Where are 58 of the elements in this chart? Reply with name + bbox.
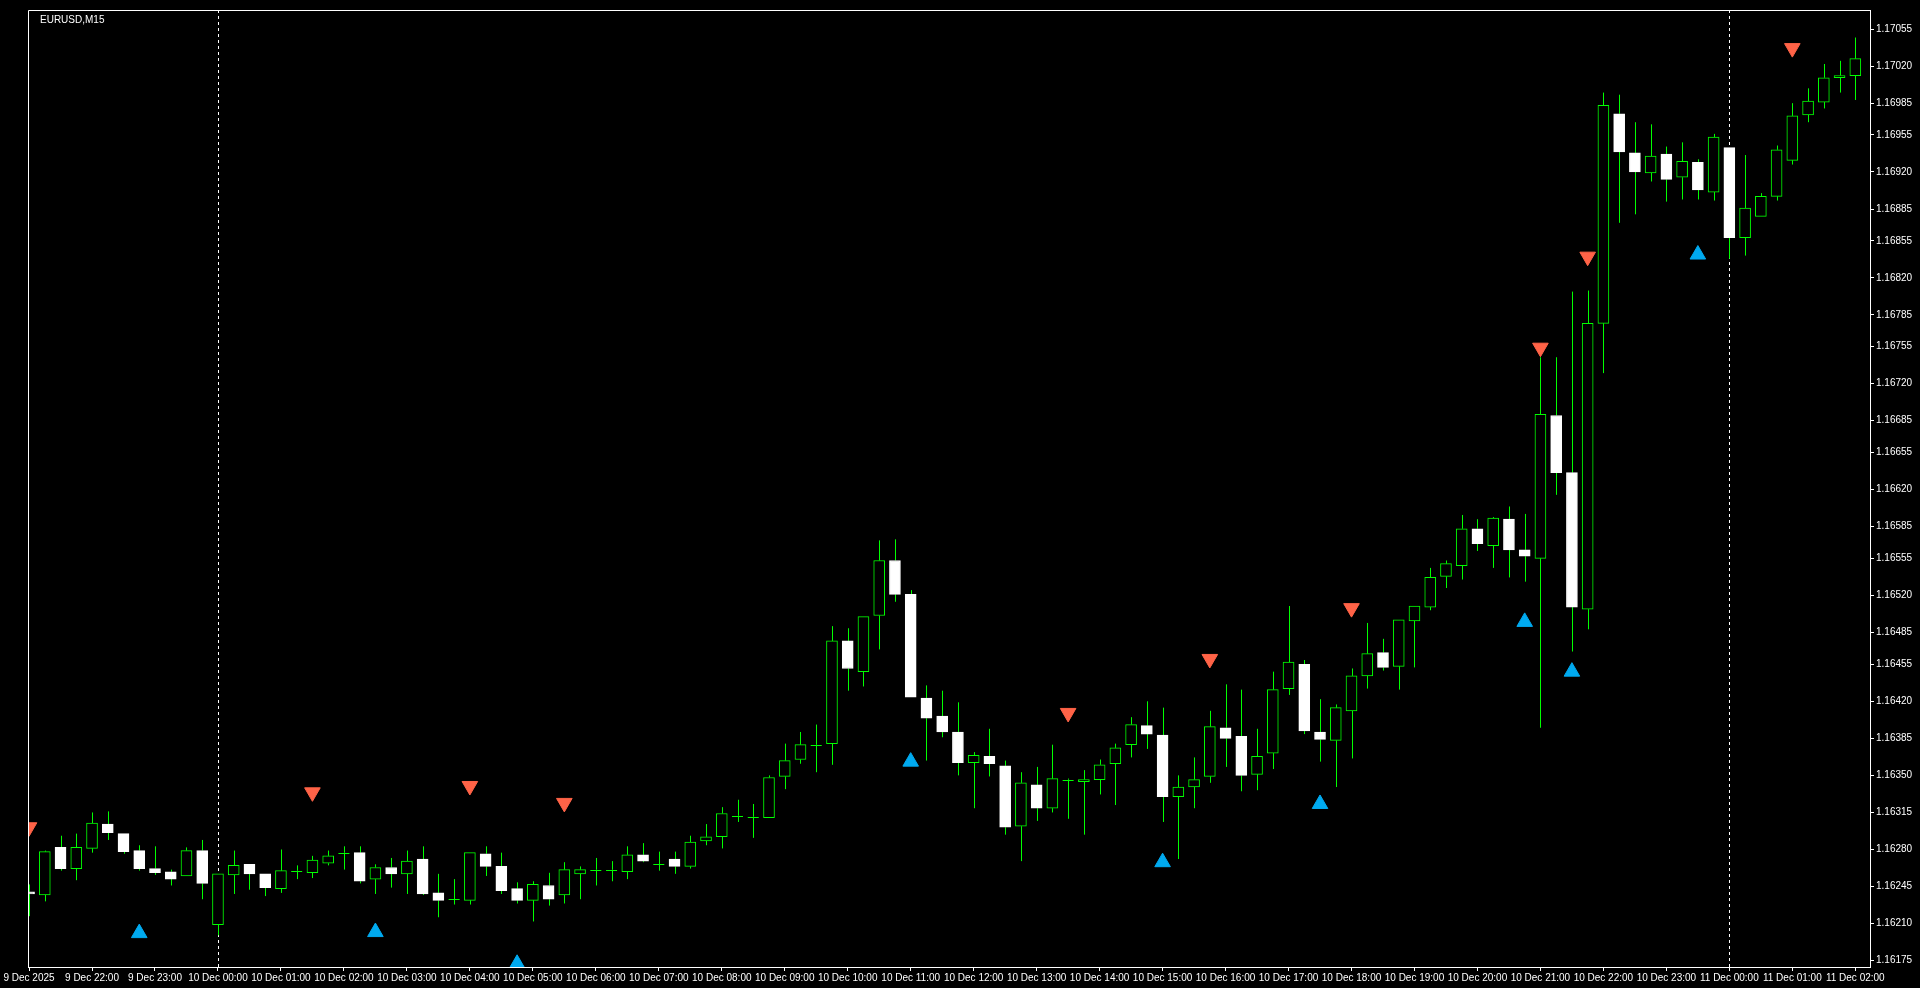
x-tick-label: 10 Dec 09:00 [754,971,815,983]
y-tick-label: 1.16855 [1876,234,1913,246]
x-tick-label: 10 Dec 02:00 [314,971,375,983]
y-tick-label: 1.16555 [1876,552,1913,564]
x-tick-label: 10 Dec 16:00 [1195,971,1256,983]
x-tick-label: 11 Dec 00:00 [1699,971,1760,983]
y-tick-label: 1.16315 [1876,806,1913,818]
y-tick-label: 1.16245 [1876,880,1913,892]
x-tick-label: 10 Dec 15:00 [1132,971,1193,983]
x-tick-label: 10 Dec 04:00 [440,971,501,983]
x-tick-label: 10 Dec 12:00 [943,971,1004,983]
x-tick-label: 10 Dec 01:00 [251,971,312,983]
x-tick-label: 10 Dec 08:00 [692,971,752,983]
x-tick-label: 10 Dec 07:00 [629,971,689,983]
x-tick-label: 10 Dec 22:00 [1573,971,1634,983]
x-tick-label: 10 Dec 18:00 [1321,971,1382,983]
x-tick-label: 10 Dec 03:00 [377,971,438,983]
y-tick-label: 1.16820 [1876,271,1913,283]
y-tick-label: 1.16885 [1876,202,1913,214]
y-tick-label: 1.17055 [1876,22,1913,34]
y-tick-label: 1.16350 [1876,769,1913,781]
y-tick-label: 1.16620 [1876,483,1913,495]
x-tick-label: 10 Dec 23:00 [1636,971,1697,983]
x-tick-label: 10 Dec 17:00 [1258,971,1319,983]
x-tick-label: 9 Dec 2025 [3,971,56,983]
y-tick-label: 1.16585 [1876,520,1913,532]
x-tick-label: 10 Dec 00:00 [188,971,249,983]
y-tick-label: 1.16520 [1876,589,1913,601]
x-tick-label: 10 Dec 11:00 [881,971,941,983]
x-tick-label: 10 Dec 20:00 [1447,971,1508,983]
y-tick-label: 1.16420 [1876,695,1913,707]
y-tick-label: 1.16920 [1876,165,1913,177]
y-tick-label: 1.16720 [1876,377,1913,389]
x-tick-label: 10 Dec 21:00 [1510,971,1571,983]
y-tick-label: 1.16985 [1876,96,1913,108]
x-tick-label: 11 Dec 02:00 [1825,971,1886,983]
y-tick-label: 1.16210 [1876,917,1913,929]
y-tick-label: 1.16955 [1876,128,1913,140]
x-tick-label: 10 Dec 06:00 [566,971,626,983]
x-tick-label: 9 Dec 23:00 [128,971,183,983]
x-tick-label: 11 Dec 01:00 [1762,971,1823,983]
x-tick-label: 10 Dec 13:00 [1006,971,1067,983]
x-tick-label: 10 Dec 10:00 [817,971,878,983]
x-tick-label: 10 Dec 14:00 [1069,971,1130,983]
y-tick-label: 1.16385 [1876,732,1913,744]
y-tick-label: 1.16685 [1876,414,1913,426]
y-tick-label: 1.16175 [1876,954,1913,966]
x-tick-label: 10 Dec 05:00 [503,971,564,983]
y-tick-label: 1.16280 [1876,843,1913,855]
y-tick-label: 1.16455 [1876,657,1913,669]
y-tick-label: 1.16655 [1876,446,1913,458]
y-tick-label: 1.17020 [1876,59,1913,71]
x-tick-label: 10 Dec 19:00 [1384,971,1445,983]
y-tick-label: 1.16485 [1876,626,1913,638]
y-tick-label: 1.16785 [1876,308,1913,320]
y-tick-label: 1.16755 [1876,340,1913,352]
chart-title: EURUSD,M15 [40,13,105,25]
x-tick-label: 9 Dec 22:00 [65,971,120,983]
